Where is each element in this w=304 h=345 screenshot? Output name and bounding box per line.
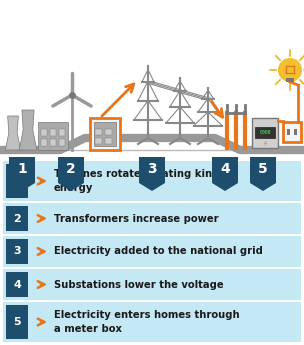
- Text: 1: 1: [17, 162, 27, 176]
- Text: 0000: 0000: [259, 130, 271, 135]
- FancyBboxPatch shape: [6, 239, 28, 264]
- Polygon shape: [250, 183, 276, 191]
- FancyBboxPatch shape: [41, 139, 47, 146]
- Polygon shape: [5, 116, 21, 150]
- Text: Electricity added to the national grid: Electricity added to the national grid: [54, 246, 263, 256]
- FancyBboxPatch shape: [6, 272, 28, 297]
- FancyBboxPatch shape: [139, 157, 165, 183]
- Text: Turbines rotate creating kinetic
energy: Turbines rotate creating kinetic energy: [54, 169, 233, 193]
- Text: 2: 2: [66, 162, 76, 176]
- FancyBboxPatch shape: [38, 122, 68, 150]
- FancyBboxPatch shape: [287, 129, 290, 135]
- FancyBboxPatch shape: [90, 118, 120, 150]
- FancyBboxPatch shape: [0, 0, 304, 165]
- Text: 2: 2: [13, 214, 21, 224]
- FancyBboxPatch shape: [255, 127, 275, 138]
- Text: 3: 3: [147, 162, 157, 176]
- Text: ⚡: ⚡: [263, 141, 268, 147]
- FancyBboxPatch shape: [3, 269, 301, 300]
- Text: 5: 5: [13, 317, 21, 327]
- FancyBboxPatch shape: [50, 129, 56, 136]
- Circle shape: [279, 59, 301, 81]
- FancyBboxPatch shape: [41, 129, 47, 136]
- FancyBboxPatch shape: [105, 138, 112, 144]
- Text: Substations lower the voltage: Substations lower the voltage: [54, 279, 224, 289]
- FancyBboxPatch shape: [59, 129, 65, 136]
- FancyBboxPatch shape: [286, 78, 294, 82]
- FancyBboxPatch shape: [3, 302, 301, 342]
- FancyBboxPatch shape: [3, 236, 301, 267]
- FancyBboxPatch shape: [294, 129, 297, 135]
- FancyBboxPatch shape: [6, 305, 28, 339]
- FancyBboxPatch shape: [94, 122, 116, 146]
- Polygon shape: [9, 183, 35, 191]
- Polygon shape: [58, 183, 84, 191]
- Polygon shape: [19, 110, 37, 150]
- FancyBboxPatch shape: [250, 157, 276, 183]
- Polygon shape: [212, 183, 238, 191]
- FancyBboxPatch shape: [283, 122, 301, 142]
- FancyBboxPatch shape: [105, 129, 112, 135]
- Text: 4: 4: [220, 162, 230, 176]
- Text: 5: 5: [258, 162, 268, 176]
- FancyBboxPatch shape: [59, 139, 65, 146]
- FancyBboxPatch shape: [95, 129, 102, 135]
- Polygon shape: [139, 183, 165, 191]
- FancyBboxPatch shape: [212, 157, 238, 183]
- FancyBboxPatch shape: [3, 161, 301, 201]
- FancyBboxPatch shape: [58, 157, 84, 183]
- FancyBboxPatch shape: [6, 164, 28, 198]
- Text: Transformers increase power: Transformers increase power: [54, 214, 219, 224]
- FancyBboxPatch shape: [3, 203, 301, 234]
- Text: 1: 1: [13, 176, 21, 186]
- Text: 4: 4: [13, 279, 21, 289]
- FancyBboxPatch shape: [50, 139, 56, 146]
- FancyBboxPatch shape: [95, 138, 102, 144]
- FancyBboxPatch shape: [6, 206, 28, 231]
- FancyBboxPatch shape: [9, 157, 35, 183]
- Text: 3: 3: [13, 246, 21, 256]
- FancyBboxPatch shape: [252, 118, 278, 148]
- Text: Electricity enters homes through
a meter box: Electricity enters homes through a meter…: [54, 310, 240, 334]
